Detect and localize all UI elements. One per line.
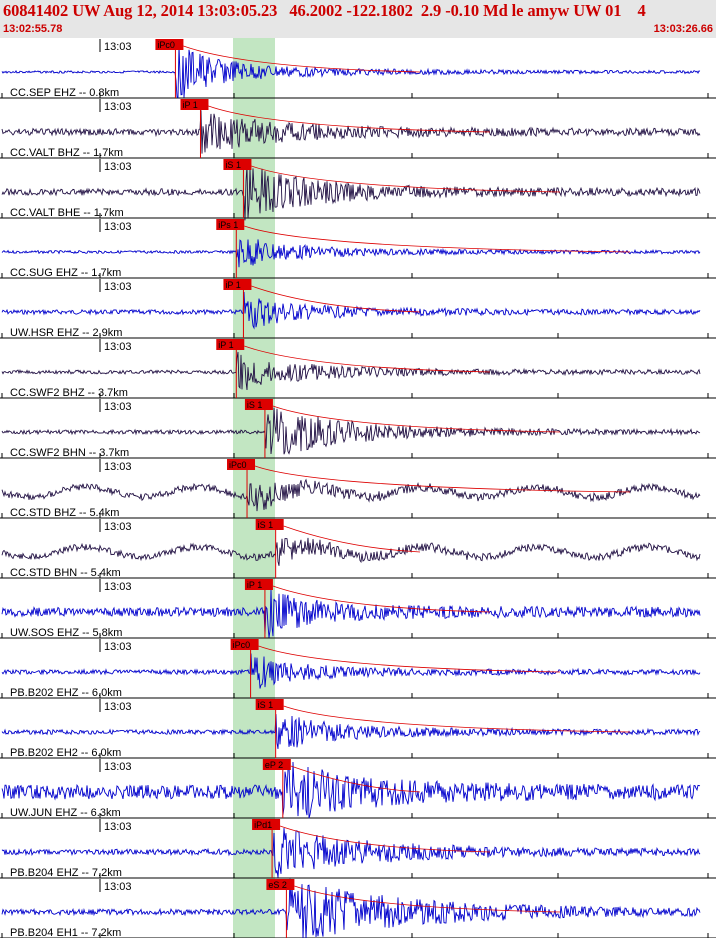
- pick-label: iPc0: [229, 460, 247, 470]
- pick-label: iPd1: [254, 820, 272, 830]
- pick-flag: [255, 519, 284, 530]
- tick-label: 13:03: [104, 761, 132, 773]
- waveform: [1, 878, 701, 938]
- coda-curve: [279, 825, 491, 853]
- station-label: CC.SWF2 BHZ -- 3.7km: [10, 387, 128, 399]
- station-label: UW.SOS EHZ -- 5.8km: [10, 627, 122, 639]
- tick-label: 13:03: [104, 701, 132, 713]
- waveform: [1, 44, 701, 99]
- station-label: CC.SEP EHZ -- 0.8km: [10, 87, 119, 99]
- event-title: 60841402 UW Aug 12, 2014 13:03:05.23 46.…: [3, 1, 646, 20]
- pick-flag: [180, 99, 209, 110]
- station-label: UW.JUN EHZ -- 6.3km: [10, 807, 121, 819]
- pick-label: eP 2: [265, 760, 283, 770]
- station-label: CC.STD BHZ -- 5.4km: [10, 507, 119, 519]
- pick-flag: [262, 759, 291, 770]
- tick-label: 13:03: [104, 461, 132, 473]
- pick-flag: [227, 459, 256, 470]
- pick-label: iP 1: [182, 100, 197, 110]
- station-label: UW.HSR EHZ -- 2.9km: [10, 327, 122, 339]
- pick-flag: [266, 879, 295, 890]
- coda-curve: [294, 885, 561, 913]
- tick-label: 13:03: [104, 161, 132, 173]
- waveform: [1, 828, 701, 878]
- station-label: CC.STD BHN -- 5.4km: [10, 567, 121, 579]
- waveform: [1, 351, 701, 391]
- pick-window-1: [247, 38, 261, 938]
- tick-label: 13:03: [104, 281, 132, 293]
- station-label: PB.B202 EHZ -- 6.0km: [10, 687, 122, 699]
- coda-curve: [272, 585, 491, 613]
- coda-curve: [258, 645, 561, 673]
- waveform: [1, 110, 701, 154]
- waveform: [1, 165, 701, 221]
- pick-flag: [216, 339, 245, 350]
- pick-flag: [155, 39, 184, 50]
- coda-curve: [208, 105, 491, 133]
- start-time: 13:02:55.78: [3, 23, 63, 35]
- coda-curve: [283, 525, 421, 553]
- event-header: 60841402 UW Aug 12, 2014 13:03:05.23 46.…: [0, 0, 716, 38]
- pick-window-0: [233, 38, 247, 938]
- coda-curve: [254, 465, 631, 493]
- waveform: [1, 239, 701, 268]
- end-time: 13:03:26.66: [653, 23, 713, 35]
- tick-label: 13:03: [104, 101, 132, 113]
- tick-label: 13:03: [104, 341, 132, 353]
- tick-label: 13:03: [104, 41, 132, 53]
- coda-curve: [272, 405, 561, 433]
- tick-label: 13:03: [104, 521, 132, 533]
- pick-label: iS 1: [225, 160, 241, 170]
- pick-label: iPc0: [157, 40, 175, 50]
- station-label: CC.VALT BHE -- 1.7km: [10, 207, 124, 219]
- station-label: PB.B204 EH1 -- 7.2km: [10, 927, 121, 938]
- waveform: [1, 291, 701, 330]
- tick-label: 13:03: [104, 881, 132, 893]
- coda-curve: [290, 765, 421, 793]
- tick-label: 13:03: [104, 821, 132, 833]
- pick-window-2: [261, 38, 275, 938]
- pick-label: iP 1: [225, 280, 240, 290]
- tick-label: 13:03: [104, 401, 132, 413]
- station-label: PB.B204 EHZ -- 7.2km: [10, 867, 122, 879]
- station-label: CC.VALT BHZ -- 1.7km: [10, 147, 123, 159]
- station-label: CC.SUG EHZ -- 1.7km: [10, 267, 121, 279]
- waveform: [1, 761, 701, 819]
- coda-curve: [283, 705, 631, 733]
- coda-curve: [251, 165, 561, 193]
- pick-label: iS 1: [247, 400, 263, 410]
- pick-flag: [216, 219, 245, 230]
- pick-flag: [223, 279, 252, 290]
- waveform: [1, 653, 701, 689]
- tick-label: 13:03: [104, 581, 132, 593]
- pick-label: iPc0: [233, 640, 251, 650]
- coda-curve: [251, 285, 421, 313]
- pick-label: iP 1: [218, 340, 233, 350]
- waveform: [1, 478, 701, 512]
- coda-curve: [183, 45, 421, 73]
- waveform: [1, 407, 701, 455]
- pick-flag: [223, 159, 252, 170]
- coda-curve: [244, 225, 631, 253]
- pick-label: iP 1: [247, 580, 262, 590]
- waveform: [1, 714, 701, 749]
- waveform: [1, 537, 701, 566]
- pick-flag: [252, 819, 281, 830]
- pick-label: eS 2: [268, 880, 287, 890]
- pick-label: iPs 1: [218, 220, 238, 230]
- pick-label: iS 1: [258, 700, 274, 710]
- pick-flag: [244, 399, 273, 410]
- pick-flag: [230, 639, 259, 650]
- station-label: PB.B202 EH2 -- 6.0km: [10, 747, 121, 759]
- pick-label: iS 1: [258, 520, 274, 530]
- waveform: [1, 589, 701, 638]
- pick-flag: [255, 699, 284, 710]
- station-label: CC.SWF2 BHN -- 3.7km: [10, 447, 129, 459]
- tick-label: 13:03: [104, 641, 132, 653]
- tick-label: 13:03: [104, 221, 132, 233]
- coda-curve: [244, 345, 491, 373]
- pick-flag: [244, 579, 273, 590]
